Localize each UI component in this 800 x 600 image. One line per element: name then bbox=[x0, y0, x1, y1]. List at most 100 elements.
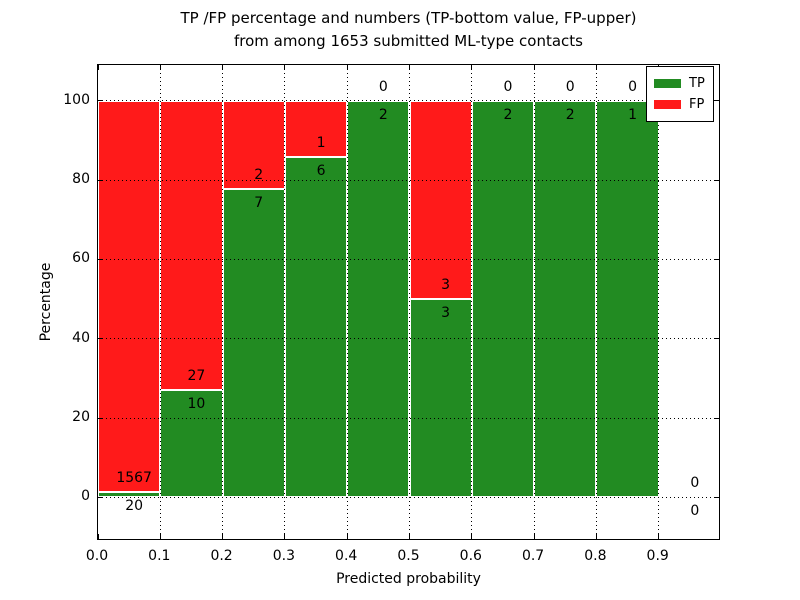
chart-title-line1: TP /FP percentage and numbers (TP-bottom… bbox=[180, 9, 637, 27]
bar-count-label-fp: 27 bbox=[187, 368, 206, 385]
x-tick-label: 0.9 bbox=[646, 548, 669, 564]
y-tick-label: 60 bbox=[72, 250, 90, 267]
bar-segment-tp bbox=[471, 100, 535, 498]
x-tick-label: 0.8 bbox=[584, 548, 607, 564]
bar-count-label-tp: 6 bbox=[316, 163, 326, 180]
bar-segment-tp bbox=[98, 492, 161, 498]
bar-segment-tp bbox=[160, 390, 223, 498]
y-tick-mark bbox=[714, 258, 719, 260]
bar-segment-fp bbox=[160, 100, 223, 391]
bar-segment-tp bbox=[596, 100, 659, 498]
bar-count-label-tp: 3 bbox=[441, 305, 451, 322]
bar-count-label-fp: 1567 bbox=[116, 470, 152, 487]
bar-segment-fp bbox=[98, 100, 161, 493]
y-tick-label: 20 bbox=[72, 409, 90, 426]
x-tick-mark bbox=[284, 534, 286, 539]
y-tick-mark bbox=[98, 100, 103, 102]
bar-count-label-tp: 2 bbox=[565, 106, 575, 123]
x-axis-label: Predicted probability bbox=[336, 571, 481, 587]
y-tick-mark bbox=[98, 258, 103, 260]
legend-label-fp: FP bbox=[689, 97, 705, 112]
bar-segment-tp bbox=[347, 100, 410, 498]
grid-line-h bbox=[98, 338, 719, 340]
x-tick-mark bbox=[346, 65, 348, 70]
x-tick-mark bbox=[222, 534, 224, 539]
bar-count-label-tp: 7 bbox=[254, 194, 264, 211]
chart-title-line2: from among 1653 submitted ML-type contac… bbox=[234, 32, 583, 50]
x-tick-label: 0.5 bbox=[397, 548, 420, 564]
bar-segment-fp bbox=[409, 100, 472, 300]
x-tick-mark bbox=[658, 534, 660, 539]
legend: TP FP bbox=[646, 66, 714, 122]
x-tick-label: 0.3 bbox=[272, 548, 296, 564]
grid-line-h bbox=[98, 100, 719, 102]
y-tick-mark bbox=[714, 100, 719, 102]
bar-count-label-tp: 10 bbox=[187, 396, 206, 413]
bar-count-label-fp: 0 bbox=[690, 475, 700, 492]
x-tick-mark bbox=[595, 534, 597, 539]
x-tick-mark bbox=[97, 534, 99, 539]
grid-line-v bbox=[658, 65, 660, 539]
x-tick-label: 0.7 bbox=[521, 548, 545, 564]
legend-swatch-fp-icon bbox=[654, 100, 681, 109]
y-tick-mark bbox=[714, 496, 719, 498]
bar-count-label-tp: 20 bbox=[125, 498, 144, 515]
bar-count-label-fp: 0 bbox=[503, 78, 513, 95]
bar-count-label-tp: 0 bbox=[690, 503, 700, 520]
grid-line-v bbox=[533, 65, 535, 539]
legend-label-tp: TP bbox=[689, 76, 705, 91]
x-tick-label: 0.2 bbox=[210, 548, 233, 564]
legend-item-fp: FP bbox=[654, 94, 706, 115]
y-tick-label: 40 bbox=[72, 329, 90, 346]
y-tick-mark bbox=[98, 179, 103, 181]
legend-swatch-tp-icon bbox=[654, 79, 681, 88]
grid-line-h bbox=[98, 417, 719, 419]
bar-segment-tp bbox=[222, 188, 285, 498]
bar-count-label-tp: 2 bbox=[378, 106, 388, 123]
y-tick-label: 0 bbox=[81, 488, 90, 505]
x-tick-mark bbox=[159, 534, 161, 539]
x-tick-label: 0.4 bbox=[335, 548, 358, 564]
legend-item-tp: TP bbox=[654, 73, 706, 94]
bar-count-label-tp: 2 bbox=[503, 106, 513, 123]
chart-title: TP /FP percentage and numbers (TP-bottom… bbox=[97, 7, 720, 53]
x-tick-mark bbox=[533, 65, 535, 70]
bar-count-label-fp: 3 bbox=[441, 277, 451, 294]
x-tick-mark bbox=[533, 534, 535, 539]
x-tick-mark bbox=[409, 65, 410, 70]
bar-count-label-fp: 1 bbox=[316, 135, 326, 152]
bar-segment-fp bbox=[222, 100, 285, 189]
grid-line-v bbox=[159, 65, 161, 539]
x-tick-mark bbox=[471, 534, 473, 539]
y-tick-mark bbox=[714, 338, 719, 340]
y-tick-mark bbox=[98, 417, 103, 419]
x-tick-label: 0.1 bbox=[148, 548, 171, 564]
grid-line-h bbox=[98, 258, 719, 260]
grid-line-v bbox=[471, 65, 473, 539]
grid-line-v bbox=[346, 65, 348, 539]
bar-segment-tp bbox=[409, 299, 472, 498]
x-tick-mark bbox=[222, 65, 224, 70]
x-tick-label: 0.6 bbox=[459, 548, 482, 564]
grid-line-h bbox=[98, 496, 719, 498]
x-tick-mark bbox=[409, 534, 410, 539]
y-tick-mark bbox=[714, 179, 719, 181]
y-tick-mark bbox=[714, 417, 719, 419]
bar-count-label-fp: 0 bbox=[378, 78, 388, 95]
bar-count-label-fp: 0 bbox=[628, 78, 637, 95]
y-tick-mark bbox=[98, 496, 103, 498]
x-tick-mark bbox=[595, 65, 597, 70]
x-tick-mark bbox=[159, 65, 161, 70]
x-tick-mark bbox=[471, 65, 473, 70]
grid-line-v bbox=[409, 65, 410, 539]
x-tick-mark bbox=[97, 65, 99, 70]
grid-line-h bbox=[98, 179, 719, 181]
grid-line-v bbox=[284, 65, 286, 539]
grid-line-v bbox=[222, 65, 224, 539]
grid-line-v bbox=[595, 65, 597, 539]
x-tick-mark bbox=[346, 534, 348, 539]
y-tick-label: 100 bbox=[63, 91, 90, 108]
y-tick-label: 80 bbox=[72, 171, 90, 188]
bar-count-label-tp: 1 bbox=[628, 106, 637, 123]
